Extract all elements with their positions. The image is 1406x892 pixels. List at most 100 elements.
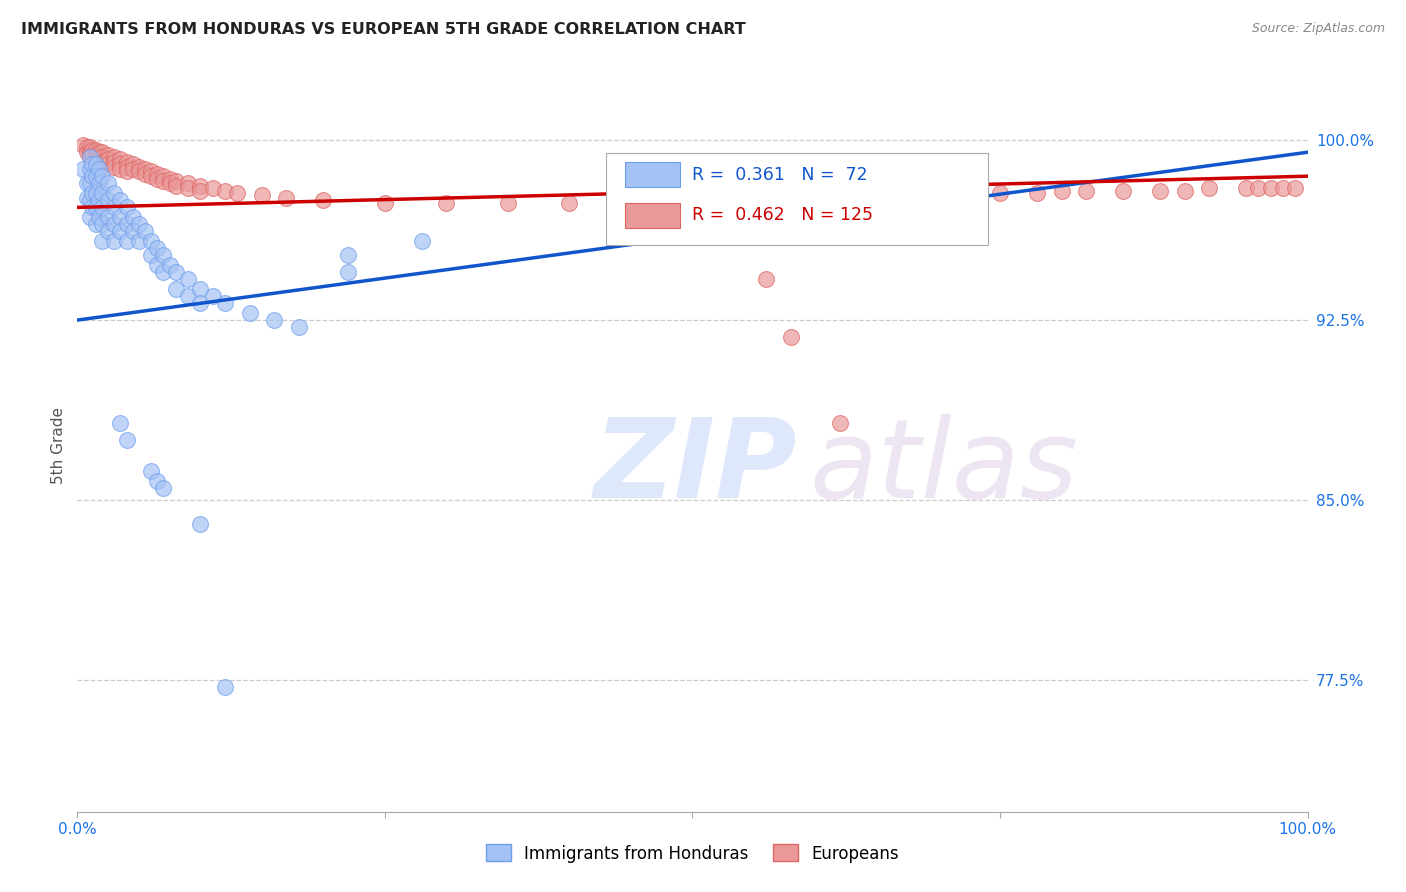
Point bbox=[1026, 186, 1049, 200]
Point bbox=[188, 516, 212, 531]
Point bbox=[90, 200, 114, 214]
Point bbox=[103, 217, 125, 231]
Point bbox=[146, 474, 169, 488]
Point bbox=[374, 195, 396, 210]
Point bbox=[141, 464, 163, 478]
Point bbox=[188, 184, 212, 198]
Point bbox=[90, 234, 114, 248]
Point bbox=[263, 313, 285, 327]
Point bbox=[82, 143, 104, 157]
Point bbox=[152, 248, 174, 262]
Point bbox=[79, 150, 101, 164]
Point bbox=[121, 224, 143, 238]
Point bbox=[110, 193, 132, 207]
Point bbox=[90, 160, 114, 174]
Point bbox=[165, 174, 187, 188]
Point bbox=[201, 289, 224, 303]
Point bbox=[115, 164, 138, 178]
Point bbox=[742, 191, 765, 205]
Point bbox=[250, 188, 273, 202]
Point bbox=[110, 416, 132, 430]
Point bbox=[146, 167, 169, 181]
Point bbox=[84, 157, 107, 171]
Y-axis label: 5th Grade: 5th Grade bbox=[51, 408, 66, 484]
Point bbox=[103, 154, 125, 169]
Point bbox=[97, 210, 120, 224]
Point bbox=[128, 234, 150, 248]
Point bbox=[152, 481, 174, 495]
Text: ZIP: ZIP bbox=[595, 415, 797, 522]
Point bbox=[146, 171, 169, 186]
Point bbox=[90, 169, 114, 184]
Point bbox=[755, 272, 778, 286]
Legend: Immigrants from Honduras, Europeans: Immigrants from Honduras, Europeans bbox=[479, 838, 905, 869]
Point bbox=[72, 161, 94, 176]
Point bbox=[141, 248, 163, 262]
Point bbox=[1247, 181, 1270, 195]
Point bbox=[103, 234, 125, 248]
Point bbox=[496, 195, 519, 210]
Point bbox=[226, 186, 249, 200]
Point bbox=[115, 217, 138, 231]
Point bbox=[121, 157, 143, 171]
Point bbox=[76, 191, 98, 205]
Point bbox=[682, 193, 704, 207]
Point bbox=[79, 177, 101, 191]
Point bbox=[110, 153, 132, 167]
Point bbox=[90, 217, 114, 231]
Point bbox=[128, 217, 150, 231]
Point bbox=[152, 169, 174, 184]
Text: atlas: atlas bbox=[810, 415, 1078, 522]
Text: R =  0.462   N = 125: R = 0.462 N = 125 bbox=[693, 206, 873, 224]
Text: Source: ZipAtlas.com: Source: ZipAtlas.com bbox=[1251, 22, 1385, 36]
Bar bbox=[624, 202, 681, 227]
Point bbox=[72, 138, 94, 153]
Point bbox=[141, 234, 163, 248]
Point bbox=[89, 145, 111, 160]
Point bbox=[988, 186, 1011, 200]
Point bbox=[134, 224, 156, 238]
Point bbox=[1272, 181, 1295, 195]
Point bbox=[97, 147, 120, 161]
Point bbox=[79, 193, 101, 207]
Point bbox=[928, 188, 950, 202]
Point bbox=[866, 188, 889, 202]
Point bbox=[110, 210, 132, 224]
Point bbox=[1234, 181, 1257, 195]
Point bbox=[128, 160, 150, 174]
Point bbox=[89, 177, 111, 191]
Point bbox=[82, 147, 104, 161]
Point bbox=[84, 200, 107, 214]
Point bbox=[214, 184, 236, 198]
Point bbox=[177, 177, 200, 191]
Point bbox=[79, 210, 101, 224]
Point bbox=[90, 154, 114, 169]
Point bbox=[288, 320, 311, 334]
Point bbox=[115, 200, 138, 214]
Point bbox=[79, 150, 101, 164]
Point bbox=[337, 248, 360, 262]
Point bbox=[1260, 181, 1282, 195]
Point bbox=[177, 181, 200, 195]
Point bbox=[134, 167, 156, 181]
Point bbox=[97, 153, 120, 167]
Point bbox=[188, 178, 212, 193]
Point bbox=[97, 177, 120, 191]
Point bbox=[79, 161, 101, 176]
Point bbox=[82, 186, 104, 200]
Point bbox=[312, 193, 335, 207]
Point bbox=[103, 186, 125, 200]
Point bbox=[84, 143, 107, 157]
Point bbox=[79, 140, 101, 154]
Point bbox=[239, 306, 262, 320]
Point bbox=[82, 169, 104, 184]
Point bbox=[84, 147, 107, 161]
Point bbox=[76, 145, 98, 160]
Point bbox=[188, 296, 212, 310]
Point bbox=[103, 200, 125, 214]
Point bbox=[152, 174, 174, 188]
Point bbox=[177, 289, 200, 303]
Point bbox=[1284, 181, 1306, 195]
Point bbox=[84, 217, 107, 231]
Point bbox=[804, 191, 827, 205]
